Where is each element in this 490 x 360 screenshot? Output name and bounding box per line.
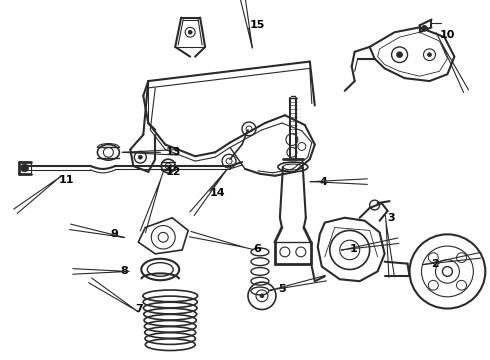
Circle shape xyxy=(260,294,264,298)
Text: 2: 2 xyxy=(432,258,439,269)
Text: 7: 7 xyxy=(135,303,143,314)
Text: 10: 10 xyxy=(440,30,455,40)
Text: 14: 14 xyxy=(210,188,226,198)
Text: 5: 5 xyxy=(278,284,286,294)
Text: 13: 13 xyxy=(165,147,181,157)
Circle shape xyxy=(188,30,192,34)
Text: 3: 3 xyxy=(388,213,395,223)
Text: 9: 9 xyxy=(110,229,118,239)
Text: 12: 12 xyxy=(165,167,181,177)
Circle shape xyxy=(421,26,427,31)
Text: 8: 8 xyxy=(121,266,128,276)
Text: 11: 11 xyxy=(58,175,74,185)
Circle shape xyxy=(21,164,28,172)
Circle shape xyxy=(138,155,142,159)
Text: 15: 15 xyxy=(250,21,266,30)
Text: 1: 1 xyxy=(350,244,357,254)
Circle shape xyxy=(427,53,432,57)
Text: 4: 4 xyxy=(320,177,328,186)
Text: 6: 6 xyxy=(253,244,261,254)
Circle shape xyxy=(442,266,452,276)
Circle shape xyxy=(396,52,403,58)
